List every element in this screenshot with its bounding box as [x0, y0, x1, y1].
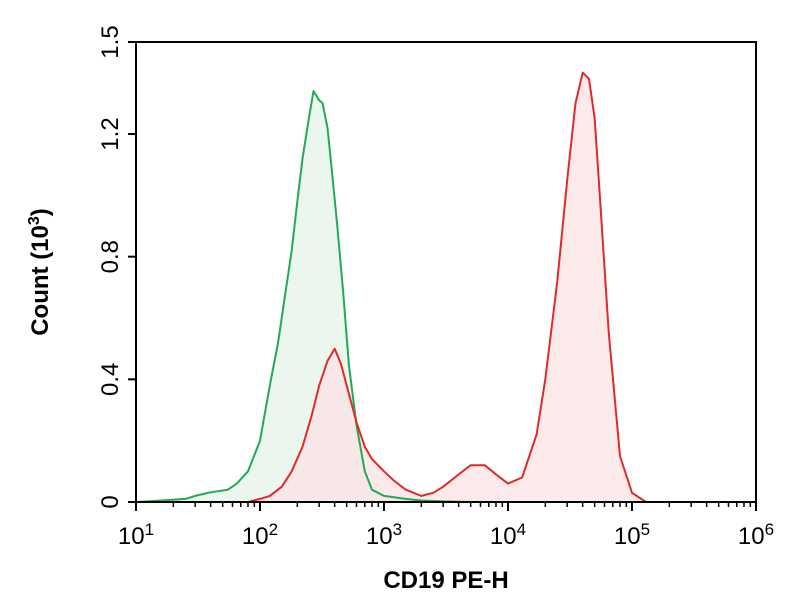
series-1-area	[136, 91, 508, 502]
y-axis-title-end: )	[27, 208, 54, 216]
y-tick-label: 1.5	[97, 25, 124, 58]
x-tick-label: 103	[366, 520, 402, 550]
series-1-line	[135, 90, 508, 503]
series-2-area	[248, 72, 658, 502]
y-axis-title-exponent: 3	[26, 216, 43, 225]
series-lines	[135, 71, 658, 503]
series-2-line	[247, 71, 658, 503]
y-axis-title-text: Count (10	[27, 225, 54, 336]
x-tick-label: 105	[614, 520, 650, 550]
x-tick-label: 104	[490, 520, 526, 550]
x-axis: 101 102 103 104 105 106	[118, 502, 774, 550]
x-tick-label: 101	[118, 520, 154, 550]
x-tick-label: 102	[242, 520, 278, 550]
x-axis-title: CD19 PE-H	[383, 567, 508, 594]
y-axis-title: Count (103)	[26, 208, 54, 336]
y-tick-label: 0.8	[97, 240, 124, 273]
y-tick-label: 1.2	[97, 117, 124, 150]
y-tick-label: 0	[97, 495, 124, 508]
y-axis: 0 0.4 0.8 1.2 1.5	[97, 25, 136, 509]
plot-frame	[135, 41, 757, 503]
series-fills	[136, 72, 658, 502]
y-tick-label: 0.4	[97, 363, 124, 396]
x-tick-label: 106	[738, 520, 774, 550]
